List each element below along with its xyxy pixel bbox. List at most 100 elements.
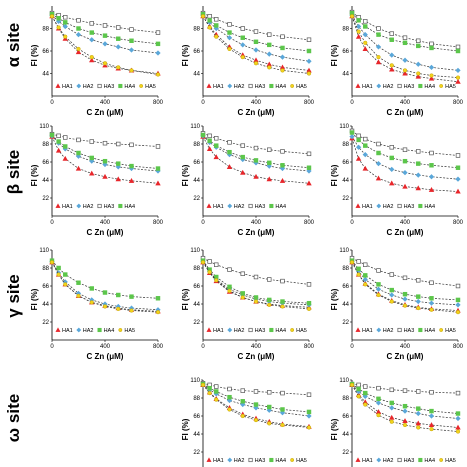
data-point-HA4 bbox=[253, 158, 259, 163]
data-point-HA5 bbox=[253, 299, 259, 304]
data-point-HA3 bbox=[402, 388, 408, 393]
data-point-HA4 bbox=[306, 300, 312, 306]
data-point-HA4 bbox=[227, 284, 232, 290]
data-point-HA1 bbox=[389, 180, 395, 186]
data-point-HA4 bbox=[356, 266, 361, 272]
data-point-HA4 bbox=[280, 299, 285, 304]
legend-label: HA3 bbox=[104, 204, 115, 210]
y-axis-label: FI (%) bbox=[30, 164, 39, 186]
legend-label: HA4 bbox=[424, 328, 435, 334]
y-tick-label: 88 bbox=[42, 142, 49, 148]
x-axis-label: C Zn (μM) bbox=[87, 352, 124, 361]
y-tick-label: 22 bbox=[342, 450, 349, 456]
data-point-HA3 bbox=[116, 25, 121, 30]
y-axis-label: FI (%) bbox=[181, 44, 190, 66]
data-point-HA4 bbox=[356, 137, 361, 143]
data-point-HA5 bbox=[363, 282, 368, 287]
y-tick-label: 22 bbox=[342, 196, 349, 202]
data-point-HA2 bbox=[306, 58, 312, 64]
x-tick-label: 400 bbox=[251, 220, 262, 226]
data-point-HA4 bbox=[429, 45, 434, 51]
y-tick-label: 88 bbox=[193, 142, 200, 148]
data-point-HA1 bbox=[428, 187, 435, 192]
data-point-HA1 bbox=[428, 422, 435, 428]
y-tick-label: 44 bbox=[42, 178, 49, 184]
y-tick-label: 44 bbox=[342, 178, 349, 184]
data-point-HA1 bbox=[279, 178, 286, 183]
legend-marker bbox=[290, 328, 295, 332]
legend-label: HA2 bbox=[383, 204, 394, 210]
data-point-HA1 bbox=[62, 155, 68, 161]
data-point-HA4 bbox=[102, 290, 108, 295]
data-point-HA4 bbox=[214, 389, 219, 394]
data-point-HA3 bbox=[363, 384, 368, 389]
data-point-HA2 bbox=[240, 42, 246, 48]
legend-marker bbox=[269, 457, 274, 463]
data-point-HA1 bbox=[253, 173, 259, 179]
x-tick-label: 0 bbox=[350, 344, 354, 350]
data-point-HA2 bbox=[266, 163, 272, 169]
y-tick-label: 22 bbox=[42, 320, 49, 326]
data-point-HA5 bbox=[253, 418, 259, 423]
data-point-HA4 bbox=[416, 43, 421, 49]
data-point-HA5 bbox=[214, 397, 219, 402]
fit-line-HA5 bbox=[51, 16, 159, 75]
legend-label: HA1 bbox=[362, 458, 373, 464]
data-point-HA3 bbox=[207, 259, 212, 264]
y-axis-label: FI (%) bbox=[181, 164, 190, 186]
data-point-HA2 bbox=[375, 400, 382, 406]
data-point-HA5 bbox=[416, 306, 421, 311]
data-point-HA5 bbox=[227, 46, 232, 52]
panel-r1-c0: 110 88 66 44 22 0 400 800 FI (%) HA1 HA2 HA3 HA4 C Zn… bbox=[30, 124, 164, 237]
data-point-HA4 bbox=[356, 18, 361, 23]
data-point-HA4 bbox=[89, 155, 94, 161]
data-point-HA5 bbox=[280, 68, 285, 73]
legend-label: HA4 bbox=[275, 458, 286, 464]
data-point-HA2 bbox=[455, 302, 461, 308]
x-tick-label: 0 bbox=[350, 100, 354, 106]
y-tick-label: 22 bbox=[193, 320, 200, 326]
data-point-HA1 bbox=[102, 173, 108, 179]
legend-label: HA5 bbox=[445, 84, 456, 90]
y-tick-label: 88 bbox=[342, 396, 349, 402]
data-point-HA3 bbox=[363, 136, 368, 142]
data-point-HA4 bbox=[200, 132, 206, 138]
data-point-HA5 bbox=[56, 25, 61, 30]
data-point-HA1 bbox=[389, 414, 395, 420]
panel-r0-c0: 88 66 44 0 400 800 FI (%) HA1 HA2 HA3 HA4 HA5 C Zn (… bbox=[30, 6, 164, 117]
data-point-HA3 bbox=[267, 277, 272, 282]
data-point-HA4 bbox=[280, 407, 285, 412]
data-point-HA3 bbox=[376, 268, 381, 273]
data-point-HA2 bbox=[349, 134, 355, 140]
data-point-HA1 bbox=[115, 176, 121, 182]
legend-marker bbox=[206, 457, 212, 462]
data-point-HA1 bbox=[306, 180, 312, 186]
y-tick-label: 22 bbox=[42, 196, 49, 202]
data-point-HA4 bbox=[455, 411, 461, 416]
data-point-HA5 bbox=[227, 288, 232, 293]
data-point-HA3 bbox=[363, 262, 368, 267]
y-tick-label: 88 bbox=[342, 27, 349, 33]
data-point-HA5 bbox=[214, 34, 219, 39]
x-tick-label: 400 bbox=[100, 100, 111, 106]
x-tick-label: 0 bbox=[201, 344, 205, 350]
data-point-HA5 bbox=[116, 306, 121, 311]
data-point-HA5 bbox=[227, 407, 232, 412]
legend-marker bbox=[206, 83, 212, 88]
data-point-HA2 bbox=[279, 54, 286, 60]
data-point-HA5 bbox=[155, 72, 161, 77]
data-point-HA4 bbox=[416, 294, 421, 299]
y-tick-label: 66 bbox=[193, 49, 200, 55]
fit-line-HA5 bbox=[351, 384, 459, 432]
data-point-HA5 bbox=[76, 46, 81, 52]
data-point-HA3 bbox=[306, 37, 312, 42]
data-point-HA3 bbox=[402, 275, 408, 281]
data-point-HA3 bbox=[455, 153, 461, 158]
data-point-HA4 bbox=[389, 400, 394, 406]
data-point-HA5 bbox=[155, 310, 161, 315]
data-point-HA5 bbox=[402, 303, 408, 308]
data-point-HA5 bbox=[280, 422, 285, 428]
x-tick-label: 800 bbox=[453, 344, 464, 350]
fit-line-HA4 bbox=[351, 132, 459, 169]
legend-label: HA2 bbox=[234, 458, 245, 464]
